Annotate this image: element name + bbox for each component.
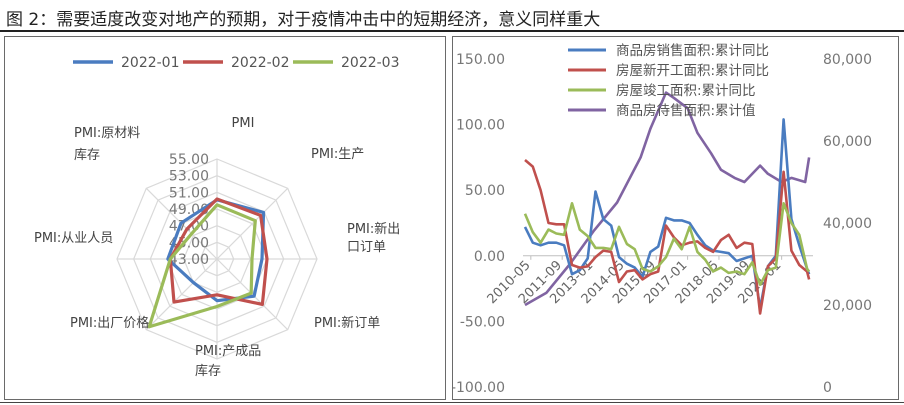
right-axis-tick: 60,000 [823,134,872,150]
left-axis-tick: 150.00 [456,52,505,68]
radar-spoke [145,258,218,331]
left-axis-tick: 0.00 [474,249,505,265]
radar-axis-label: 口订单 [347,240,386,255]
radar-axis-label: PMI:原材料 [74,126,140,141]
radar-series-2022-03 [147,203,257,329]
left-axis-tick: -50.00 [460,314,505,330]
line-chart: 150.00 100.00 50.00 0.00 -50.00 -100.00 80,000… [453,43,872,396]
legend-label: 商品房销售面积:累计同比 [616,43,769,59]
legend-label: 2022-02 [231,55,290,71]
radar-axis-label: PMI:新订单 [314,315,380,331]
left-axis-tick: -100.00 [453,380,505,396]
radar-axis-label: PMI:生产 [311,147,364,162]
bottom-rule [0,402,904,403]
right-axis-tick: 20,000 [823,298,872,314]
legend-label: 房屋新开工面积:累计同比 [616,63,769,79]
radar-tick-label: 55.00 [169,152,209,168]
radar-axis-label: PMI:产成品 [195,344,261,359]
right-axis-tick: 80,000 [823,52,872,68]
legend-label: 2022-03 [341,55,400,71]
line-series-4 [524,91,811,307]
radar-axis-label: PMI:新出 [347,221,400,237]
radar-axis-label: 库存 [195,363,221,379]
radar-tick-label: 43.00 [169,252,209,268]
legend-label: 2022-01 [121,55,180,71]
radar-tick-label: 51.00 [169,185,209,201]
radar-series-2022-02 [168,197,269,306]
radar-tick-label: 49.00 [169,202,209,218]
right-axis-tick: 40,000 [823,216,872,232]
radar-spoke [216,187,289,260]
title-rule [0,30,904,32]
line-chart-panel: 150.00 100.00 50.00 0.00 -50.00 -100.00 80,000… [452,36,899,400]
legend-label: 商品房待售面积:累计值 [616,103,756,119]
radar-chart-panel: 43.00 45.00 47.00 49.00 51.00 53.00 55.00 PMI PM… [4,36,446,400]
left-axis-tick: 50.00 [465,183,505,199]
radar-axis-label: 库存 [74,147,100,163]
radar-chart: 43.0045.0047.0049.0051.0053.0055.00PMIPM… [34,55,400,379]
line-series-3 [523,202,811,286]
radar-axis-label: PMI [232,116,255,131]
legend-label: 房屋竣工面积:累计同比 [616,83,756,99]
figure-title: 图 2：需要适度改变对地产的预期，对于疫情冲击中的短期经济，意义同样重大 [6,10,601,30]
right-axis-tick: 0 [823,380,832,396]
radar-axis-label: PMI:出厂价格 [70,315,149,331]
radar-tick-label: 53.00 [169,169,209,185]
radar-axis-label: PMI:从业人员 [34,231,113,246]
radar-spoke [216,258,289,331]
left-axis-tick: 100.00 [456,118,505,134]
